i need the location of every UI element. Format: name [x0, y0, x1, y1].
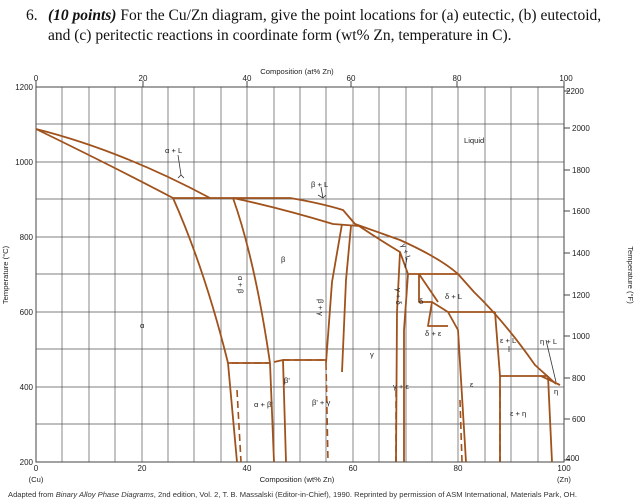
left-tick-label: 600: [20, 308, 34, 317]
label-beta-gamma: β + γ: [316, 299, 325, 316]
bottom-axis-labels: 0 20 40 60 80 100: [34, 464, 571, 473]
top-tick-label: 20: [139, 74, 148, 83]
delta-left: [418, 273, 439, 303]
label-alpha: α: [140, 321, 145, 330]
vertical-gridlines: [61, 87, 539, 462]
top-axis-labels: 0 20 40 60 80 100: [34, 74, 573, 83]
left-tick-label: 800: [20, 233, 34, 242]
label-beta-l: β + L: [311, 180, 328, 189]
question-number: 6.: [26, 7, 38, 24]
right-tick-label: 2000: [572, 124, 590, 133]
right-tick-label: 800: [572, 374, 586, 383]
top-tick-label: 60: [347, 74, 356, 83]
left-tick-label: 400: [20, 383, 34, 392]
label-gamma: γ: [370, 350, 374, 359]
right-tick-label: 1200: [572, 291, 590, 300]
epsilon-right: [494, 311, 548, 377]
label-epsilon-l: ε + L: [500, 336, 516, 345]
eta-solvus: [540, 375, 561, 386]
label-betaprime-gamma: β' + γ: [312, 398, 330, 407]
label-beta-prime: β': [284, 376, 290, 385]
beta-prime-left: [269, 362, 275, 463]
beta-solidus: [232, 197, 360, 227]
right-tick-label: 400: [566, 454, 580, 463]
left-axis-title: Temperature (°C): [1, 245, 10, 304]
right-axis-labels: 2200 2000 1800 1600 1400 1200 1000 800 6…: [566, 87, 590, 463]
beta-gamma-right: [341, 225, 352, 373]
label-beta: β: [281, 255, 286, 264]
right-axis-ticks: [564, 90, 570, 461]
top-axis-title: Composition (at% Zn): [260, 67, 334, 76]
question-body-1: For the Cu/Zn diagram, give the point lo…: [120, 7, 602, 24]
bottom-tick-label: 0: [34, 464, 39, 473]
right-tick-label: 600: [572, 415, 586, 424]
label-delta-epsilon: δ + ε: [425, 329, 442, 338]
label-eta-l: η + L: [540, 337, 557, 346]
top-tick-label: 0: [34, 74, 39, 83]
label-epsilon: ε: [470, 380, 474, 389]
left-tick-label: 1200: [15, 83, 33, 92]
phase-labels: Liquid α + L β + L α β γ δ δ + L δ + ε γ…: [140, 136, 558, 418]
bottom-tick-label: 60: [349, 464, 358, 473]
left-endpoint-label: (Cu): [29, 475, 44, 484]
left-tick-label: 200: [20, 458, 34, 467]
question-points: (10 points): [48, 7, 117, 24]
label-epsilon-eta: ε + η: [510, 409, 526, 418]
top-tick-label: 40: [243, 74, 252, 83]
left-tick-label: 1000: [15, 158, 33, 167]
epsilon-left: [447, 311, 467, 463]
alpha-solvus: [172, 197, 238, 463]
horizontal-gridlines: [36, 123, 564, 425]
right-tick-label: 1000: [572, 332, 590, 341]
label-arrows: [177, 154, 557, 383]
alpha-beta-boundary: [232, 197, 271, 364]
label-gamma-epsilon: γ + ε: [393, 382, 409, 391]
phase-boundaries: [35, 128, 561, 463]
eta-left: [547, 375, 553, 463]
right-endpoint-label: (Zn): [557, 475, 571, 484]
figure-caption: Adapted from Binary Alloy Phase Diagrams…: [8, 490, 577, 499]
bottom-tick-label: 40: [243, 464, 252, 473]
top-tick-label: 80: [453, 74, 462, 83]
solidus-alpha: [35, 128, 210, 199]
right-tick-label: 2200: [566, 87, 584, 96]
bottom-tick-label: 80: [454, 464, 463, 473]
right-axis-title: Temperature (°F): [626, 246, 635, 304]
question-line-2: and (c) peritectic reactions in coordina…: [48, 27, 512, 44]
top-tick-label: 100: [559, 74, 573, 83]
caption-prefix: Adapted from: [8, 490, 56, 499]
question-line-1: 6. (10 points) For the Cu/Zn diagram, giv…: [26, 6, 632, 26]
bottom-axis-title: Composition (wt% Zn): [260, 475, 335, 484]
label-alpha-beta: α + β: [236, 276, 245, 294]
label-delta-l: δ + L: [445, 292, 462, 301]
caption-suffix: , 2nd edition, Vol. 2, T. B. Massalski (…: [153, 490, 577, 499]
question-text: 6. (10 points) For the Cu/Zn diagram, giv…: [26, 6, 632, 46]
bottom-tick-label: 100: [557, 464, 571, 473]
right-tick-label: 1400: [572, 249, 590, 258]
caption-title: Binary Alloy Phase Diagrams: [55, 490, 154, 499]
left-axis-labels: 1200 1000 800 600 400 200: [15, 83, 33, 467]
label-alpha-l: α + L: [165, 146, 182, 155]
dashed-boundaries: [232, 359, 501, 463]
label-alpha-betaprime: α + β': [254, 400, 273, 409]
beta-gamma-left: [325, 223, 343, 364]
top-axis-ticks: [35, 81, 565, 87]
label-liquid: Liquid: [464, 136, 484, 145]
right-tick-label: 1600: [572, 207, 590, 216]
label-delta: δ: [419, 297, 423, 306]
label-eta: η: [554, 387, 558, 396]
bottom-tick-label: 20: [138, 464, 147, 473]
gamma-right: [403, 273, 409, 462]
label-gamma-delta: γ + δ: [394, 288, 403, 305]
right-tick-label: 1800: [572, 166, 590, 175]
